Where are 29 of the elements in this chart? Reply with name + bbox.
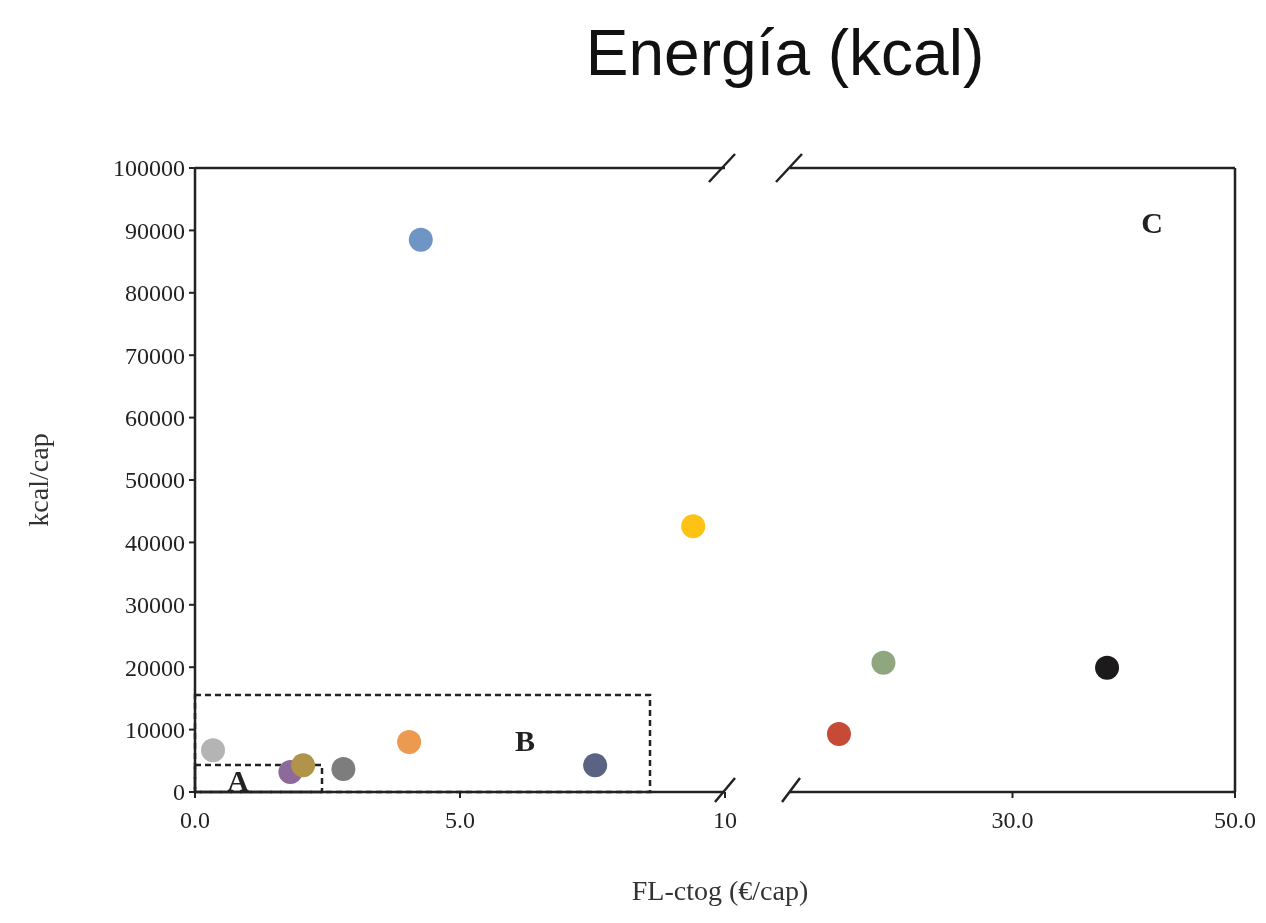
- x-tick-label: 50.0: [1214, 807, 1256, 833]
- y-tick-label: 40000: [125, 529, 185, 556]
- annotation: B: [514, 723, 536, 757]
- y-tick-label: 90000: [125, 217, 185, 244]
- y-tick-label: 20000: [125, 654, 185, 681]
- x-tick-label: 5.0: [445, 807, 475, 833]
- chart-title: Energía (kcal): [585, 17, 985, 89]
- point: [681, 514, 706, 539]
- point: [291, 753, 316, 778]
- point: [397, 730, 422, 755]
- y-tick-label: 50000: [125, 467, 185, 494]
- y-tick-label: 60000: [125, 405, 185, 431]
- point: [331, 756, 356, 781]
- x-tick-label: 30.0: [991, 807, 1034, 833]
- point: [583, 753, 608, 778]
- y-tick-label: 100000: [113, 155, 185, 182]
- annotation: C: [1141, 205, 1163, 239]
- y-tick-label: 10000: [125, 717, 185, 743]
- point: [201, 738, 226, 763]
- annotation: A: [227, 763, 250, 797]
- y-tick-label: 0: [173, 779, 185, 806]
- y-axis-title: kcal/cap: [23, 433, 54, 527]
- point: [408, 227, 433, 252]
- x-tick-label: 0.0: [180, 807, 210, 833]
- y-tick-label: 30000: [125, 592, 185, 619]
- y-tick-label: 80000: [125, 280, 185, 307]
- x-axis-title: FL-ctog (€/cap): [631, 875, 809, 906]
- x-tick-label: 10: [713, 807, 737, 833]
- y-tick-label: 70000: [125, 342, 185, 369]
